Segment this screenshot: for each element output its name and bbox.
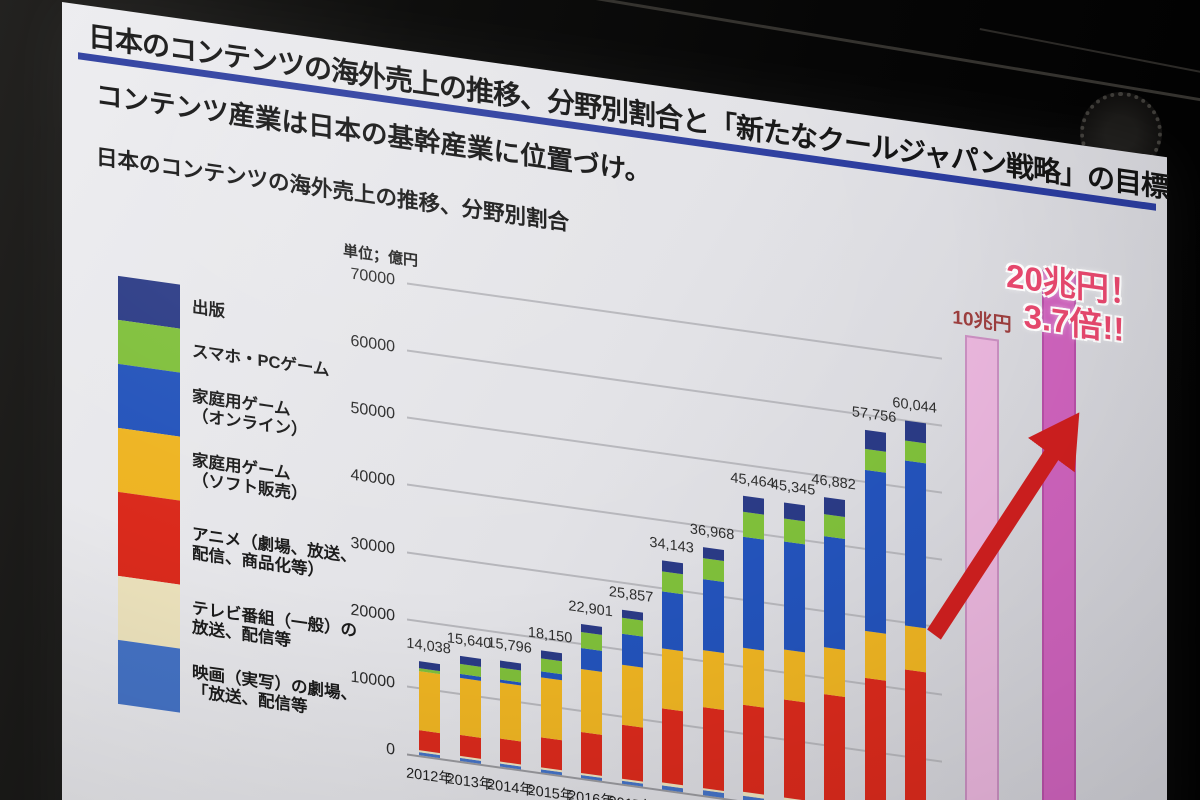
bar-segment	[743, 536, 764, 651]
bar-segment	[459, 734, 481, 760]
bar-2014年	[500, 660, 521, 770]
goal-annotation: 20兆円！ 3.7倍!!	[1006, 257, 1142, 351]
bar-segment	[500, 738, 521, 765]
bar-segment	[702, 579, 724, 653]
bar-segment	[905, 669, 926, 800]
bar-2017年	[621, 610, 643, 787]
bar-segment	[743, 495, 764, 515]
bar-segment	[864, 449, 886, 473]
bar-segment	[905, 440, 926, 464]
legend-swatch	[118, 491, 180, 585]
bar-segment	[621, 664, 643, 728]
bar-segment	[864, 677, 886, 800]
bar-2021年	[783, 501, 805, 800]
bar-segment	[783, 518, 805, 545]
bar-2015年	[540, 650, 562, 776]
bar-segment	[864, 630, 886, 681]
bar-segment	[581, 732, 602, 776]
bar-segment	[905, 460, 926, 629]
x-axis-tick-label: 2018年	[649, 796, 696, 800]
bar-segment	[824, 646, 845, 697]
bar-2013年	[459, 655, 481, 764]
legend-swatch	[118, 639, 180, 713]
legend-swatch	[118, 575, 180, 649]
bar-segment	[621, 724, 643, 782]
goal-value-label: 10兆円	[952, 307, 1012, 337]
bar-segment	[743, 704, 764, 795]
bar-segment	[621, 633, 643, 668]
bar-segment	[783, 649, 805, 703]
bar-2016年	[581, 624, 602, 781]
bar-segment	[581, 632, 602, 652]
ceiling-beam	[979, 28, 1200, 78]
bar-segment	[419, 730, 440, 754]
bar-2019年	[702, 546, 724, 798]
bar-segment	[500, 682, 521, 742]
bar-segment	[824, 536, 845, 650]
bar-segment	[905, 625, 926, 673]
bar-segment	[824, 497, 845, 517]
bar-segment	[743, 511, 764, 540]
legend-label: 出版	[192, 298, 225, 322]
bar-segment	[783, 541, 805, 653]
bar-segment	[662, 571, 683, 595]
legend-swatch	[118, 427, 180, 501]
bar-segment	[540, 676, 562, 741]
bar-segment	[783, 501, 805, 522]
bar-segment	[662, 708, 683, 786]
bar-2022年	[824, 497, 845, 800]
gridline	[407, 282, 942, 360]
bar-segment	[864, 430, 886, 453]
bar-segment	[662, 648, 683, 712]
bar-segment	[905, 420, 926, 444]
gridline	[407, 416, 942, 494]
goal-bar-2028年	[965, 334, 999, 800]
bar-segment	[864, 469, 886, 634]
bar-2024年	[905, 420, 926, 800]
bar-segment	[702, 650, 724, 711]
goal-bar-2033年	[1042, 269, 1076, 800]
presentation-slide: 日本のコンテンツの海外売上の推移、分野別割合と「新たなクールジャパン戦略」の目標…	[62, 2, 1168, 800]
bar-2023年	[864, 430, 886, 800]
bar-2018年	[662, 560, 683, 793]
bar-segment	[419, 671, 440, 734]
bar-segment	[621, 617, 643, 637]
bar-segment	[783, 699, 805, 800]
bar-segment	[702, 558, 724, 583]
bar-2020年	[743, 495, 764, 800]
bar-segment	[459, 677, 481, 738]
bar-segment	[662, 591, 683, 652]
stacked-bar-chart: 単位；億円 出版 スマホ・PCゲーム 家庭用ゲーム （オンライン） 家庭用ゲーム （ソフト…	[62, 180, 1167, 800]
bar-segment	[743, 647, 764, 708]
legend-swatch	[118, 363, 180, 437]
bar-2012年	[419, 660, 440, 759]
bar-segment	[824, 693, 845, 800]
bar-segment	[581, 648, 602, 672]
bar-segment	[540, 737, 562, 771]
bar-segment	[581, 668, 602, 736]
bar-segment	[824, 513, 845, 540]
bar-segment	[702, 707, 724, 791]
